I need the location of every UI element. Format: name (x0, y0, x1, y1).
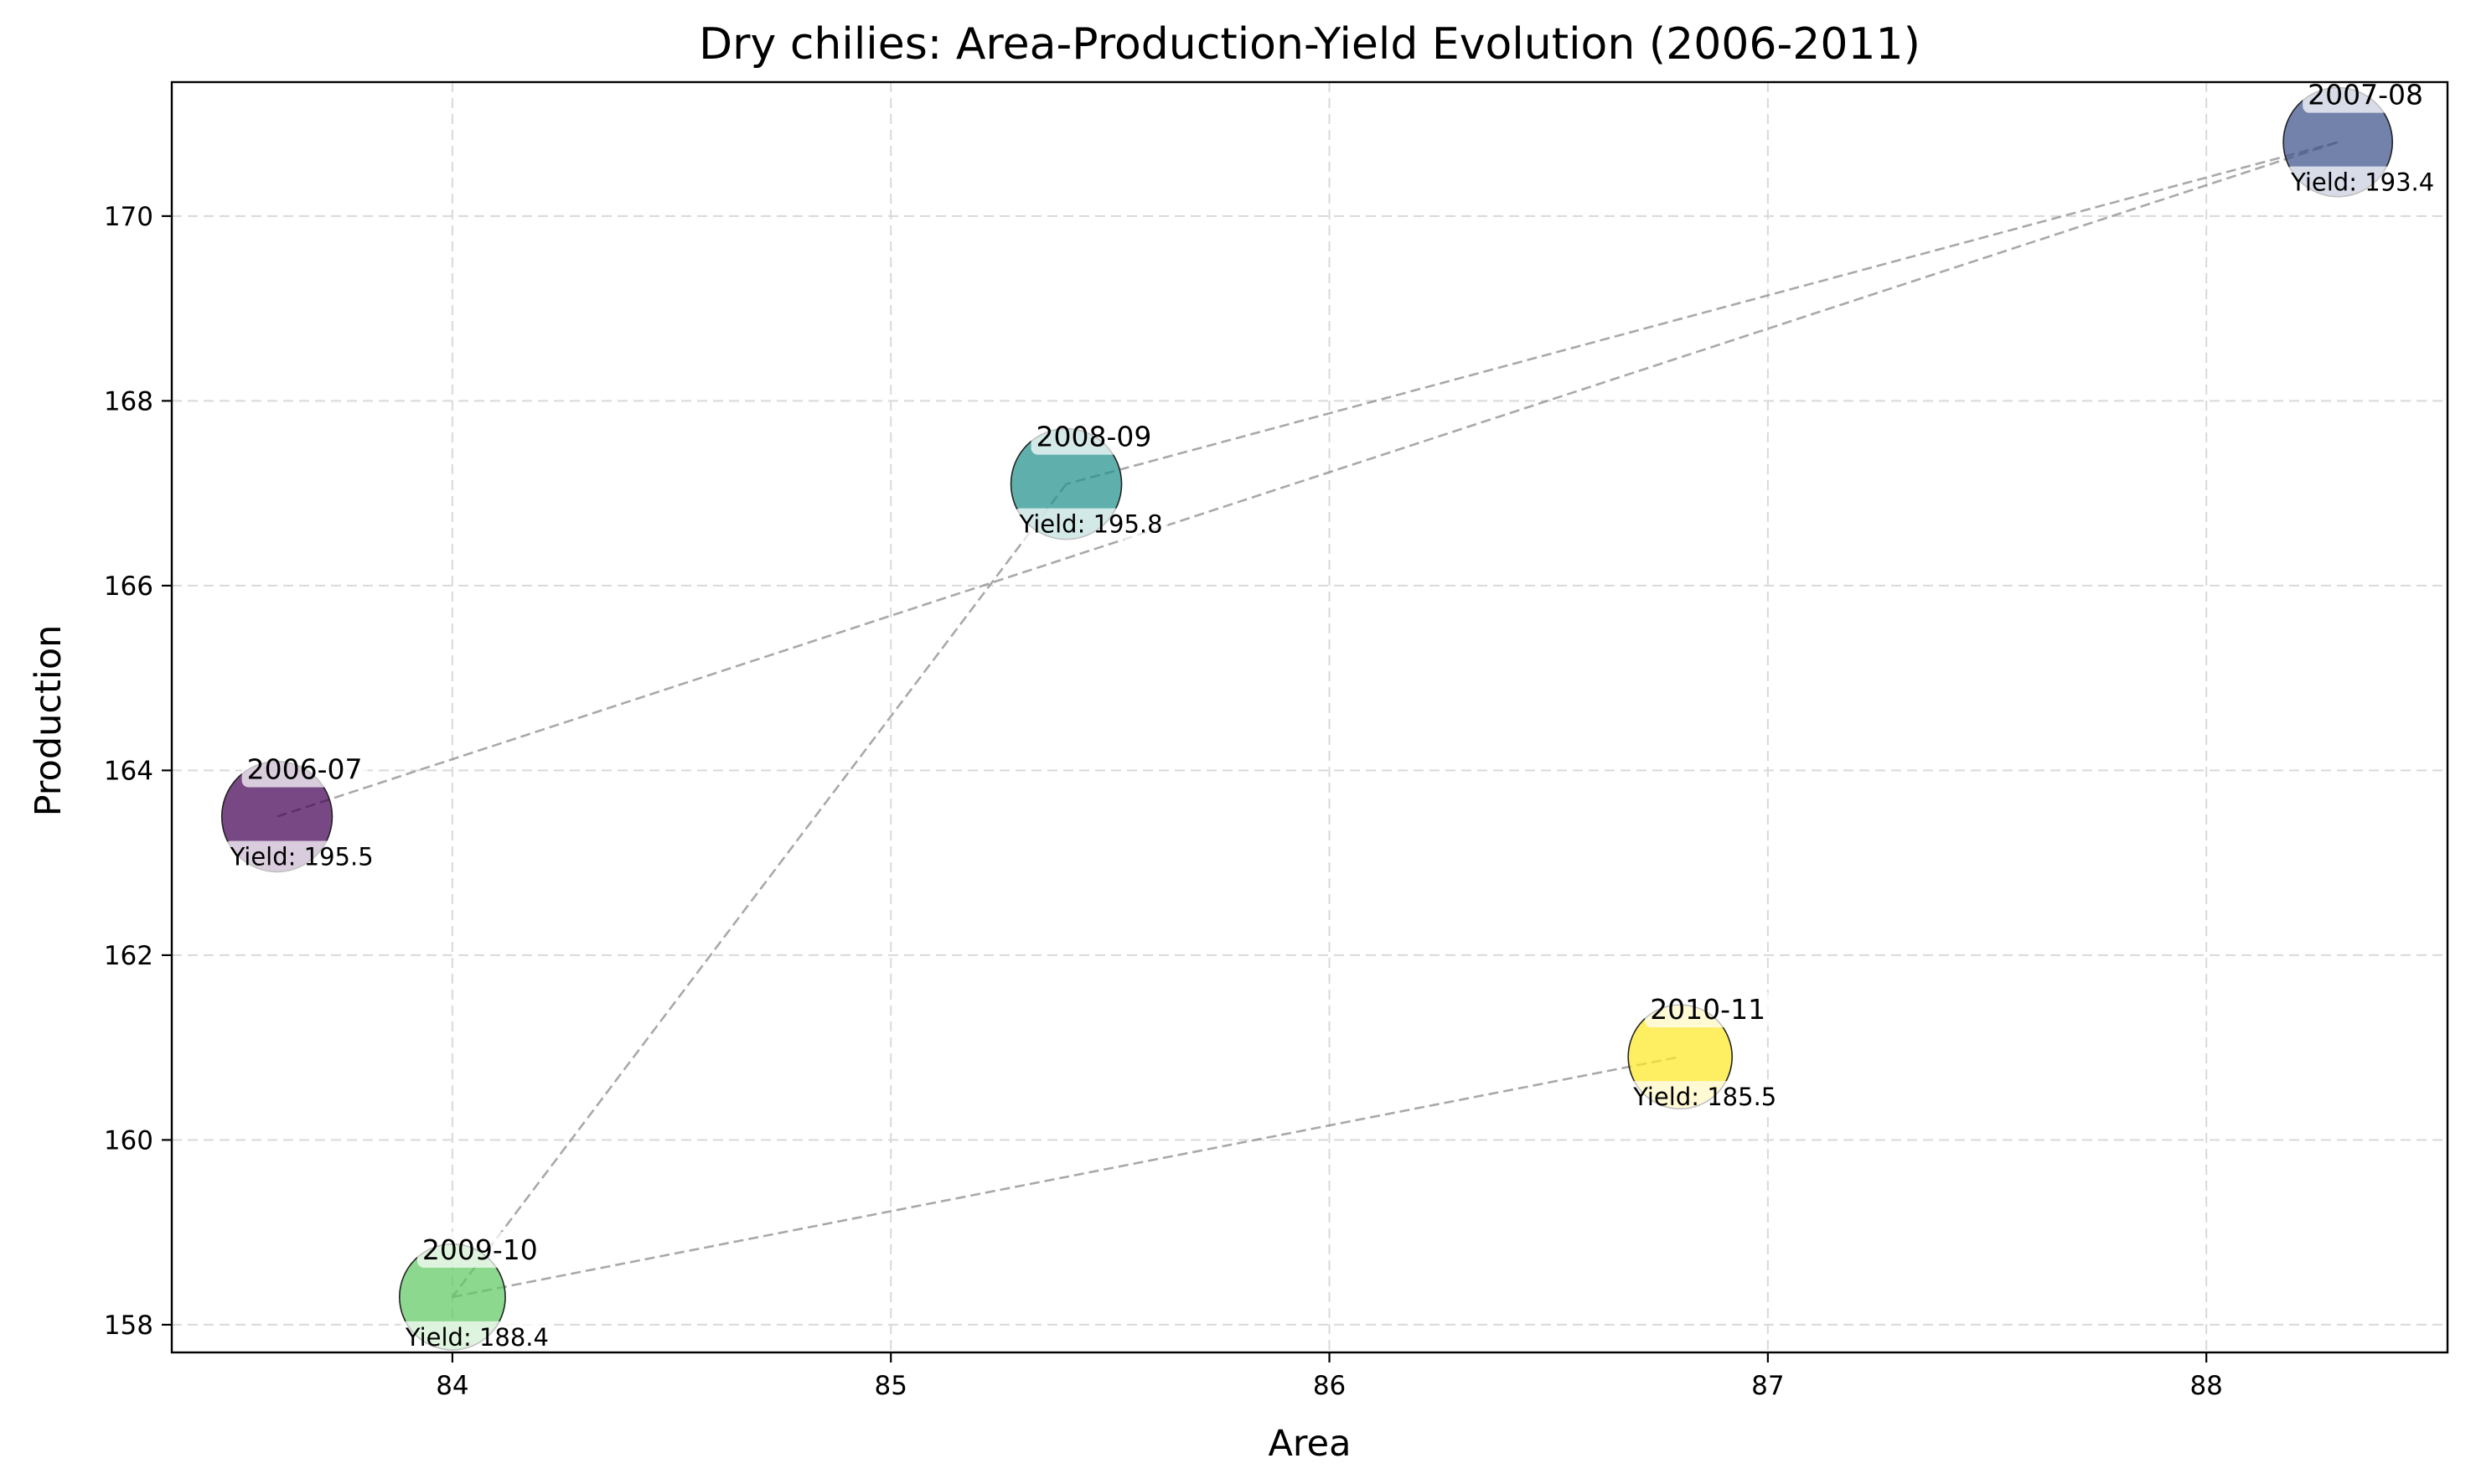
chart-title: Dry chilies: Area-Production-Yield Evolu… (699, 19, 1920, 70)
x-tick-label: 84 (436, 1371, 468, 1401)
year-label-background (416, 1231, 543, 1268)
yield-label-background (224, 840, 379, 873)
year-label: 2007-08 (2308, 79, 2423, 111)
y-tick-label: 166 (104, 571, 153, 602)
y-tick-label: 162 (104, 941, 153, 971)
year-label: 2008-09 (1036, 421, 1152, 453)
yield-label-background (1627, 1081, 1782, 1114)
x-tick-label: 85 (875, 1371, 907, 1401)
year-label: 2010-11 (1650, 993, 1765, 1026)
trajectory-segment (451, 483, 1067, 1298)
trajectory-lines (277, 141, 2339, 1299)
x-axis-title: Area (1269, 1423, 1352, 1465)
year-label: 2009-10 (422, 1233, 538, 1266)
yield-label: Yield: 193.4 (2290, 168, 2434, 197)
year-label-background (1645, 991, 1771, 1028)
yield-label: Yield: 188.4 (405, 1323, 549, 1352)
x-tick-label: 87 (1751, 1371, 1784, 1401)
year-label-background (241, 751, 368, 788)
y-tick-label: 164 (104, 756, 153, 786)
yield-label-background (399, 1321, 554, 1353)
yield-label: Yield: 195.5 (230, 843, 374, 871)
year-label-background (1031, 418, 1157, 455)
grid (172, 82, 2448, 1352)
trajectory-segment (452, 1055, 1681, 1299)
y-tick-label: 158 (104, 1311, 153, 1341)
axis-ticks: 84 85 86 87 88 158 160 162 164 166 168 170 (104, 202, 2223, 1401)
y-axis-title: Production (28, 625, 70, 817)
x-tick-label: 88 (2189, 1371, 2222, 1401)
yield-label: Yield: 185.5 (1632, 1083, 1776, 1111)
year-label-background (2303, 76, 2429, 113)
yield-label-background (1013, 508, 1168, 540)
trajectory-segment (1066, 141, 2339, 485)
year-label: 2006-07 (247, 753, 363, 786)
x-tick-label: 86 (1313, 1371, 1346, 1401)
point-labels: 2006-07 Yield: 195.5 2007-08 Yield: 193.4 20… (224, 76, 2440, 1353)
y-tick-label: 160 (104, 1125, 153, 1156)
plot-area-frame (170, 80, 2449, 1354)
yield-label: Yield: 195.8 (1019, 510, 1163, 539)
y-tick-label: 168 (104, 386, 153, 416)
y-tick-label: 170 (104, 202, 153, 232)
yield-label-background (2285, 166, 2440, 199)
